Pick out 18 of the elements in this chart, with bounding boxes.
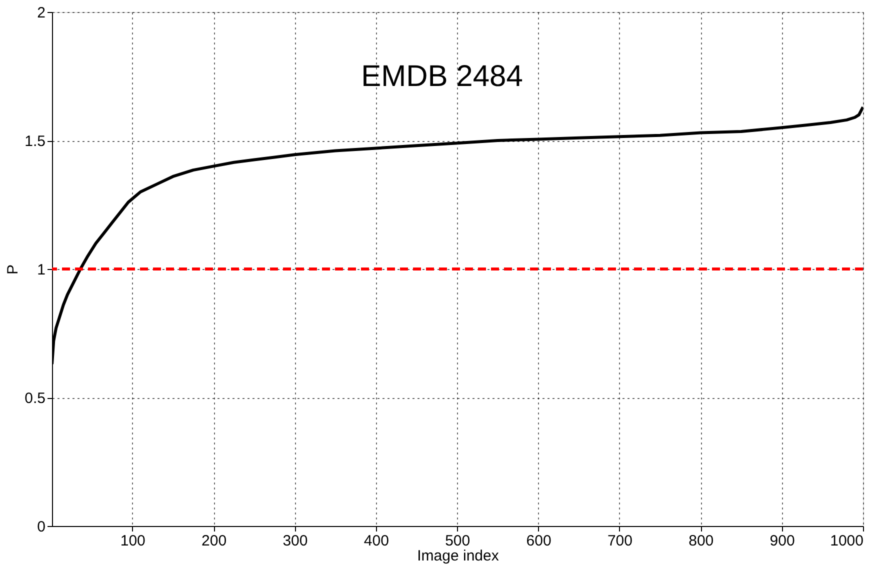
x-tick-label: 300	[282, 532, 308, 550]
x-axis-title: Image index	[417, 548, 500, 564]
y-tick-label: 1.5	[24, 133, 46, 150]
y-axis-title: P	[4, 264, 22, 275]
y-tick-label: 2	[37, 4, 46, 22]
x-tick-label: 100	[120, 532, 146, 550]
x-tick-label: 500	[445, 532, 470, 550]
x-tick-label: 900	[770, 532, 795, 550]
x-tick-label: 700	[607, 532, 632, 550]
x-tick-label: 600	[526, 532, 552, 550]
y-tick-label: 0	[37, 518, 46, 536]
x-tick-label: 200	[202, 532, 227, 550]
x-tick-label: 400	[364, 532, 389, 550]
y-tick-label: 0.5	[24, 390, 46, 407]
y-tick-label: 1	[37, 262, 46, 278]
text: EMDB 2484	[361, 60, 523, 93]
x-tick-label: 1000	[830, 532, 864, 550]
x-tick-label: 800	[688, 532, 714, 550]
